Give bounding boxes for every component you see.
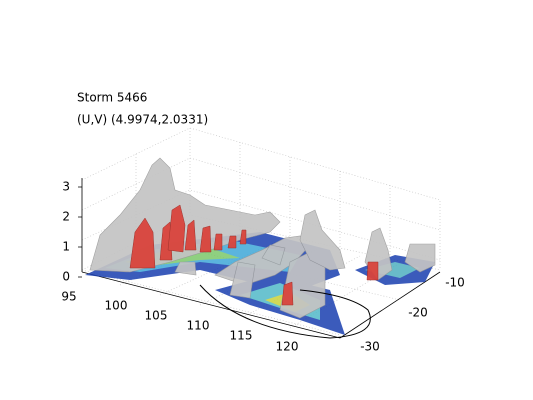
subtitle: (U,V) (4.9974,2.0331) [77,113,208,127]
z-tick-label: 2 [62,210,70,224]
x-tick-label: 95 [61,290,76,304]
tick-labels: 95 100 105 110 115 120 -10 -20 -30 3 2 1 0 [61,180,464,354]
y-tick-label: -10 [445,276,465,290]
x-tick-label: 110 [187,319,210,333]
z-tick-label: 0 [62,270,70,284]
x-tick-label: 105 [145,309,168,323]
x-tick-label: 115 [230,329,253,343]
title: Storm 5466 [77,91,147,105]
x-tick-label: 100 [105,299,128,313]
track-outline [199,284,371,339]
x-tick-label: 120 [276,340,299,354]
axes [78,178,441,339]
y-tick-label: -20 [408,306,428,320]
red-core [129,204,379,306]
z-tick-label: 1 [62,240,70,254]
y-tick-label: -30 [360,340,380,354]
z-tick-label: 3 [62,180,70,194]
